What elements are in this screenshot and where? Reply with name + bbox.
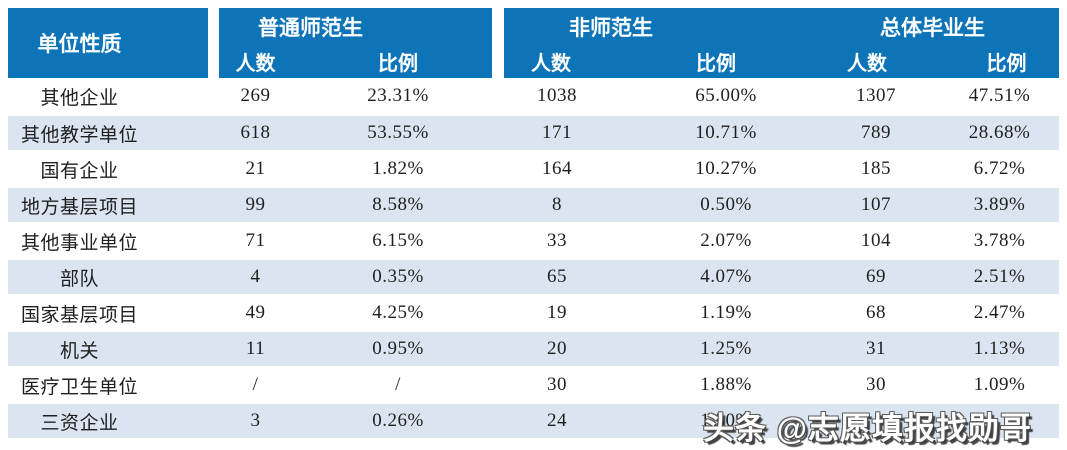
ratio-cell-total: 3.89% [973,194,1026,215]
unit-type-cell: 机关 [59,340,99,362]
count-cell-non-normal: 30 [547,374,567,395]
table-row: 国有企业 21 1.82% 164 10.27% 185 6.72% [8,150,1059,186]
count-cell-total: 107 [861,194,891,215]
ratio-cell-total: 47.51% [968,85,1031,106]
unit-type-cell: 部队 [59,268,99,290]
table-row: 三资企业 3 0.26% 24 1.50% [8,402,1059,438]
count-cell-non-normal: 65 [547,266,567,287]
group-header-non-normal-students: 非师范生 [569,15,653,40]
subheader-ratio-2: 比例 [696,53,736,75]
count-cell-total: 789 [861,122,891,143]
ratio-cell-total: 1.13% [973,338,1026,359]
count-cell-total: 30 [866,374,886,395]
ratio-cell-non-normal: 10.71% [695,122,757,143]
subheader-count-2: 人数 [531,53,571,75]
group-header-regular-normal-students: 普通师范生 [258,15,363,40]
count-cell-total: 69 [866,266,886,287]
count-cell-non-normal: 1038 [537,85,577,106]
ratio-cell-non-normal: 1.25% [700,338,752,359]
ratio-cell-regular: 0.35% [372,266,424,287]
table-row: 地方基层项目 99 8.58% 8 0.50% 107 3.89% [8,186,1059,222]
unit-type-cell: 国家基层项目 [20,304,138,326]
ratio-cell-non-normal: 1.19% [700,302,752,323]
table-body: 其他企业 269 23.31% 1038 65.00% 1307 47.51% … [8,78,1059,438]
ratio-cell-regular: 0.95% [372,338,424,359]
ratio-cell-total: 2.51% [973,266,1026,287]
ratio-cell-regular: 0.26% [372,410,424,431]
count-cell-non-normal: 8 [552,194,562,215]
ratio-cell-non-normal: 4.07% [700,266,752,287]
ratio-cell-regular: 23.31% [367,85,429,106]
table-row: 其他事业单位 71 6.15% 33 2.07% 104 3.78% [8,222,1059,258]
unit-type-cell: 其他企业 [40,87,119,109]
table-row: 部队 4 0.35% 65 4.07% 69 2.51% [8,258,1059,294]
ratio-cell-non-normal: 65.00% [695,85,757,106]
ratio-cell-total: 28.68% [968,122,1031,143]
ratio-cell-regular: 53.55% [367,122,429,143]
unit-type-cell: 医疗卫生单位 [20,376,138,398]
count-cell-non-normal: 20 [547,338,567,359]
count-cell-regular: 49 [245,302,266,323]
ratio-cell-regular: 6.15% [372,230,424,251]
count-cell-non-normal: 164 [542,158,572,179]
count-cell-regular: 99 [245,194,266,215]
count-cell-total: 31 [866,338,886,359]
count-cell-total: 104 [861,230,891,251]
table-row: 国家基层项目 49 4.25% 19 1.19% 68 2.47% [8,294,1059,330]
count-cell-total: 1307 [856,85,896,106]
table-row: 其他企业 269 23.31% 1038 65.00% 1307 47.51% [8,78,1059,114]
subheader-ratio-1: 比例 [378,53,418,75]
count-cell-non-normal: 24 [547,410,567,431]
ratio-cell-regular: 8.58% [372,194,424,215]
count-cell-non-normal: 171 [542,122,572,143]
ratio-cell-total: 6.72% [973,158,1026,179]
subheader-count-3: 人数 [847,53,887,75]
ratio-cell-regular: / [395,374,401,395]
count-cell-regular: 4 [250,266,261,287]
unit-type-cell: 国有企业 [40,160,119,182]
count-cell-non-normal: 33 [547,230,567,251]
table-row: 其他教学单位 618 53.55% 171 10.71% 789 28.68% [8,114,1059,150]
count-cell-regular: 3 [250,410,261,431]
ratio-cell-total: 2.47% [973,302,1026,323]
ratio-cell-non-normal: 2.07% [700,230,752,251]
count-cell-regular: 21 [245,158,266,179]
header-divider [208,8,219,78]
count-cell-regular: 11 [245,338,266,359]
group-header-total-graduates: 总体毕业生 [880,15,985,40]
unit-type-cell: 地方基层项目 [20,196,138,218]
count-cell-regular: 71 [245,230,266,251]
ratio-cell-regular: 4.25% [372,302,424,323]
count-cell-regular: / [252,374,259,395]
subheader-ratio-3: 比例 [986,53,1027,75]
ratio-cell-non-normal: 10.27% [695,158,757,179]
unit-type-cell: 其他事业单位 [20,232,138,254]
ratio-cell-total: 1.09% [973,374,1026,395]
count-cell-regular: 618 [240,122,271,143]
ratio-cell-non-normal: 0.50% [700,194,752,215]
table-row: 医疗卫生单位 / / 30 1.88% 30 1.09% [8,366,1059,402]
count-cell-total: 185 [861,158,891,179]
ratio-cell-total: 3.78% [973,230,1026,251]
ratio-cell-non-normal: 1.50% [700,410,752,431]
unit-type-cell: 三资企业 [40,412,119,434]
subheader-count-1: 人数 [235,53,276,75]
unit-type-cell: 其他教学单位 [20,124,138,146]
ratio-cell-non-normal: 1.88% [700,374,752,395]
count-cell-regular: 269 [240,85,271,106]
count-cell-total: 68 [866,302,886,323]
employment-table: 单位性质 普通师范生 非师范生 总体毕业生 人数 比例 人数 比例 人数 比例 … [8,8,1059,438]
header-divider [492,8,504,78]
toutiao-watermark: 头条 @志愿填报找勋哥 [703,411,1032,446]
table-header: 单位性质 普通师范生 非师范生 总体毕业生 人数 比例 人数 比例 人数 比例 [8,8,1059,78]
unit-type-column-header: 单位性质 [37,32,122,56]
count-cell-non-normal: 19 [547,302,567,323]
table-row: 机关 11 0.95% 20 1.25% 31 1.13% [8,330,1059,366]
ratio-cell-regular: 1.82% [372,158,424,179]
